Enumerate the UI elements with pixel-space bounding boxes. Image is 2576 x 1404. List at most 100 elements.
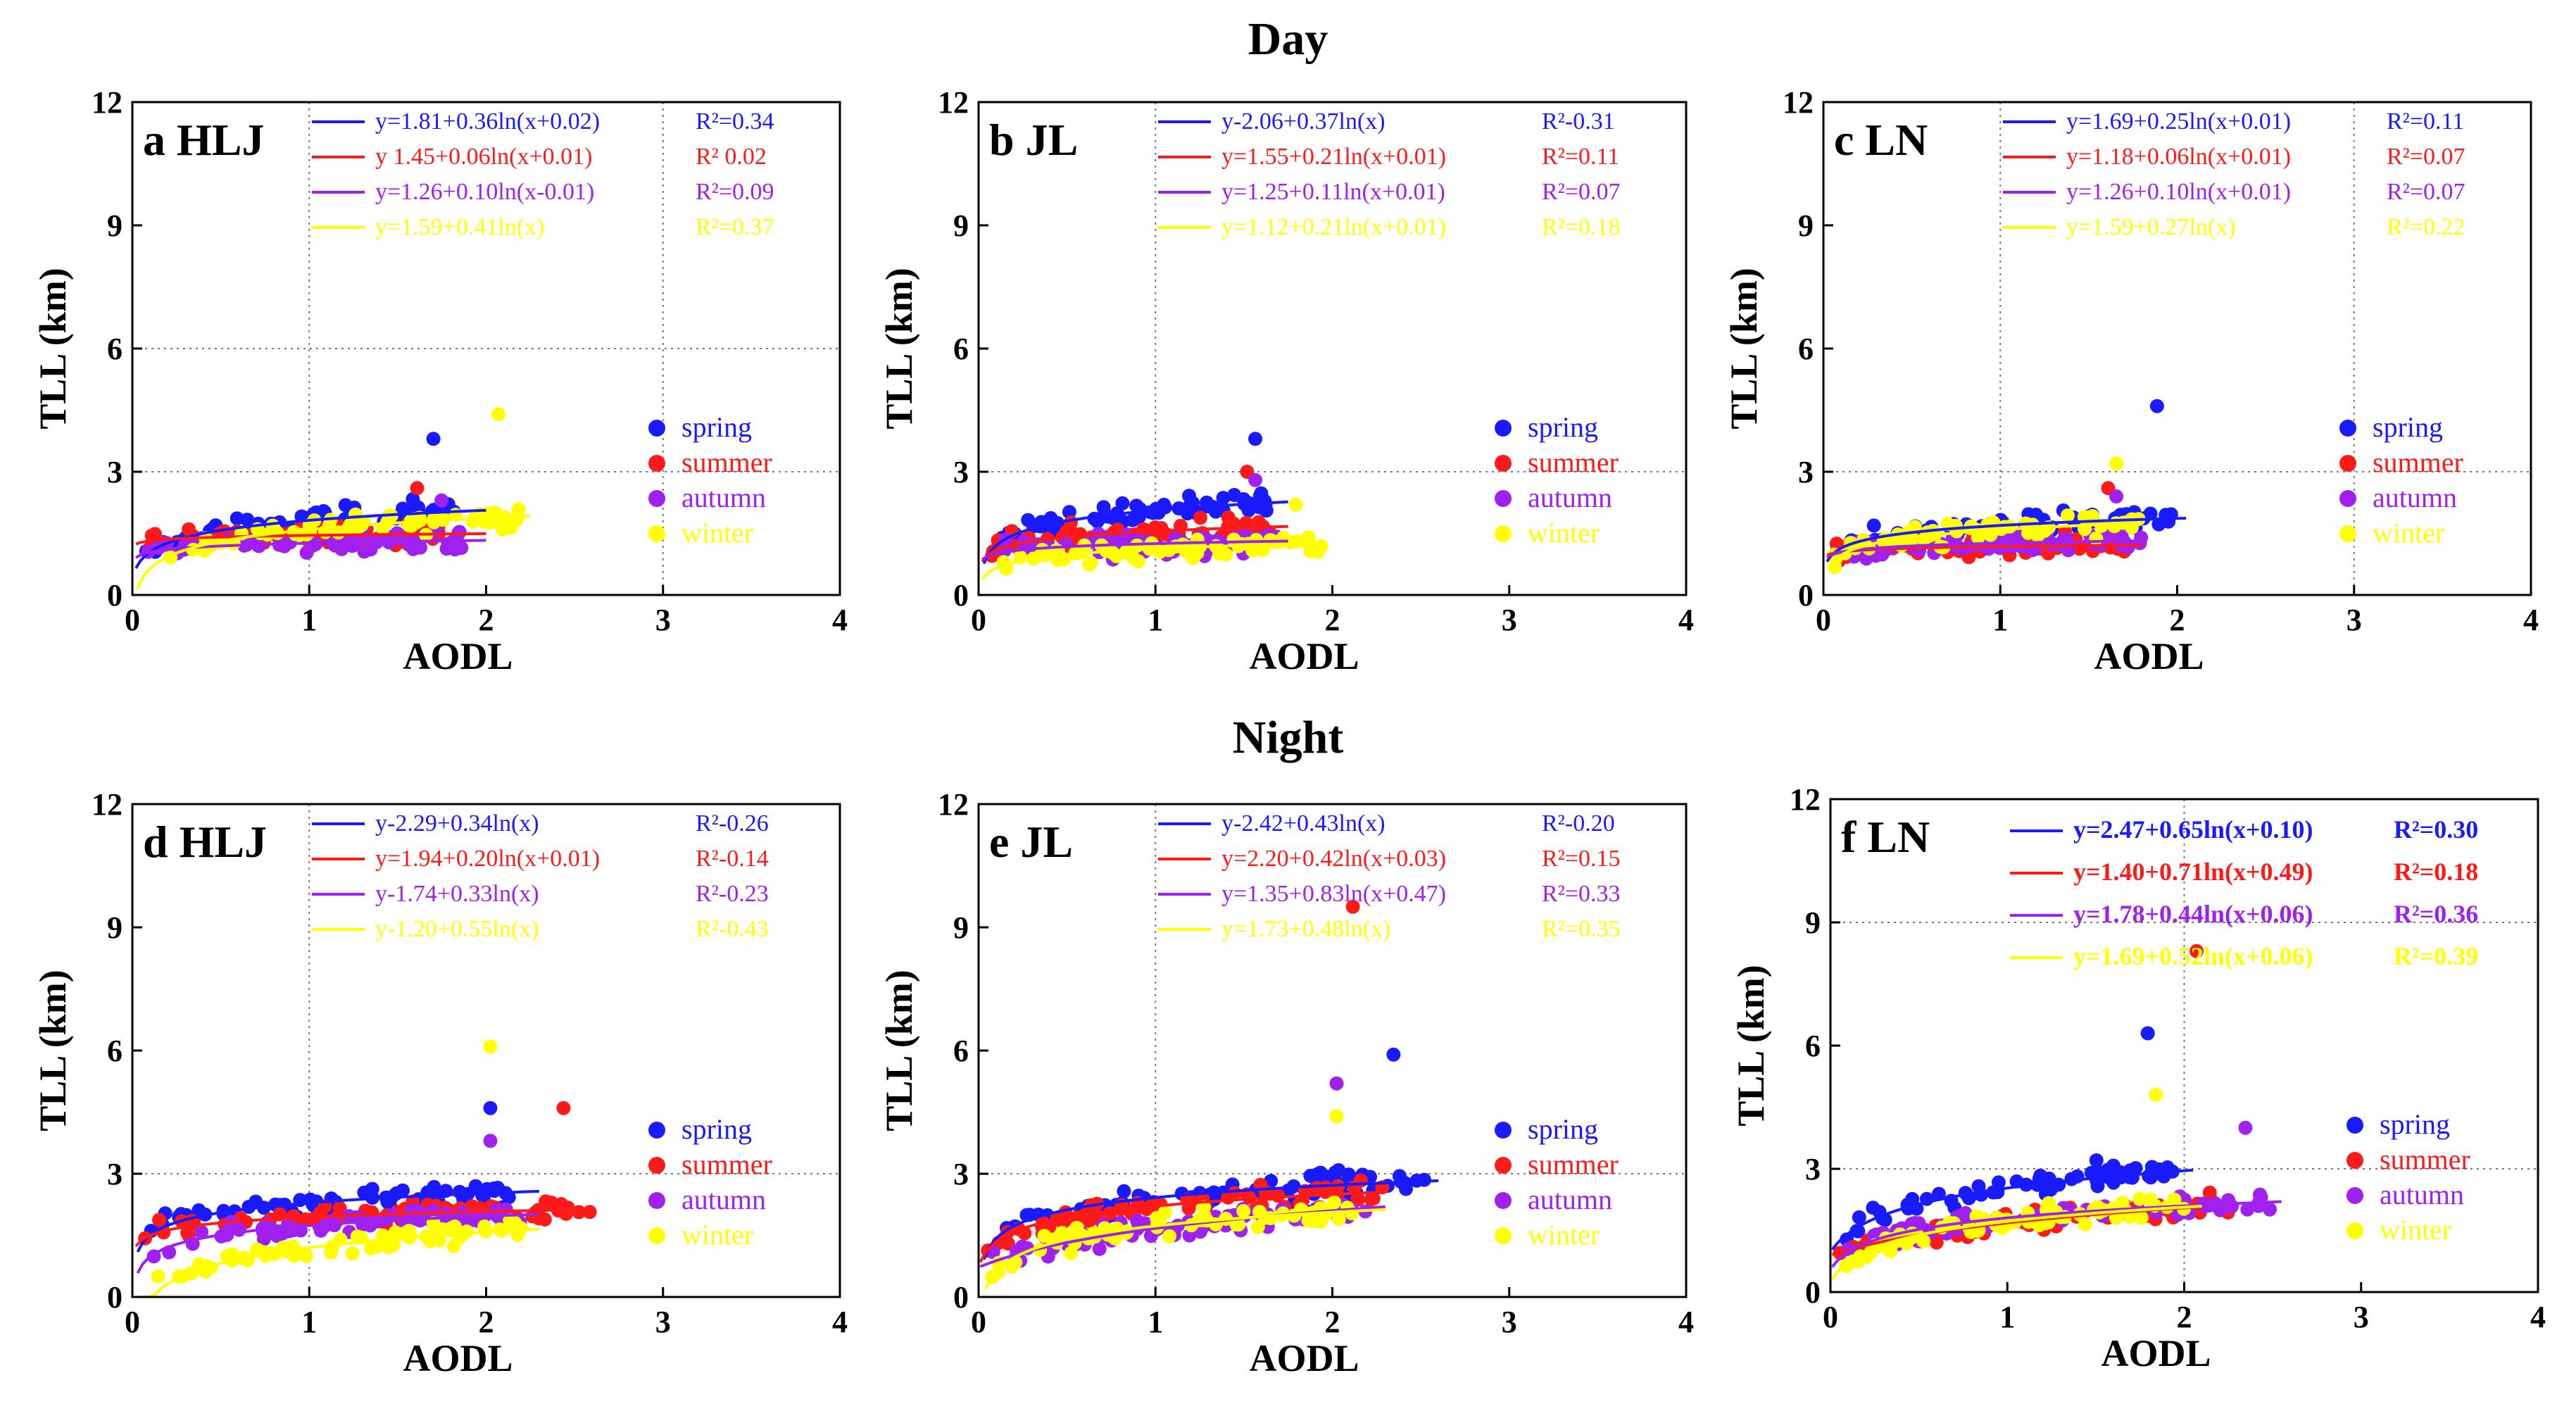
fit-curve-summer <box>981 525 1288 563</box>
legend-marker-winter <box>2339 525 2356 542</box>
legend-label-winter: winter <box>1528 517 1600 549</box>
data-point-winter <box>2167 1192 2182 1207</box>
data-point-winter <box>325 1240 339 1254</box>
legend-label-spring: spring <box>1528 411 1598 443</box>
data-point-spring <box>2143 506 2158 521</box>
data-point-summer <box>2202 1185 2217 1200</box>
r-squared-text: R²=0.35 <box>1542 916 1621 942</box>
x-axis-label: AODL <box>403 1337 513 1379</box>
legend-marker-autumn <box>648 1192 665 1209</box>
panel-label: b JL <box>989 115 1078 165</box>
legend-marker-autumn <box>1495 1192 1512 1209</box>
y-tick-label: 12 <box>938 787 969 822</box>
x-tick-label: 2 <box>2170 603 2185 637</box>
data-point-spring <box>1117 1184 1131 1198</box>
data-point-winter <box>511 502 526 517</box>
r-squared-text: R²=0.39 <box>2394 942 2478 970</box>
x-tick-label: 0 <box>971 1305 986 1339</box>
data-point-summer <box>1271 1189 1286 1203</box>
legend-label-spring: spring <box>2380 1108 2450 1140</box>
legend-label-summer: summer <box>2373 446 2463 478</box>
data-point-winter <box>2109 456 2124 471</box>
y-tick-label: 0 <box>953 1280 969 1315</box>
data-point-winter <box>1916 1234 1931 1248</box>
y-axis-label: TLL (km) <box>1723 268 1765 430</box>
data-point-spring <box>1216 491 1231 506</box>
night-section-title: Night <box>1232 712 1344 763</box>
data-point-winter <box>1231 1217 1246 1232</box>
data-point-spring <box>1393 1169 1407 1184</box>
data-point-winter <box>2149 1088 2163 1102</box>
data-point-autumn <box>1329 1076 1344 1091</box>
data-point-winter <box>483 1039 498 1054</box>
legend-marker-autumn <box>2339 490 2356 507</box>
legend-label-winter: winter <box>1528 1219 1600 1251</box>
x-tick-label: 1 <box>1999 1300 2015 1334</box>
data-point-spring <box>240 513 255 527</box>
data-point-winter <box>1332 1212 1346 1227</box>
fit-curve-spring <box>982 500 1288 565</box>
x-tick-label: 4 <box>2523 603 2539 637</box>
r-squared-text: R²-0.31 <box>1542 108 1615 134</box>
data-point-summer <box>1929 1235 1944 1250</box>
data-point-summer <box>559 1206 573 1221</box>
data-point-summer <box>152 1212 167 1227</box>
y-tick-label: 9 <box>953 208 969 243</box>
equation-text: y=1.26+0.10ln(x-0.01) <box>375 179 594 205</box>
r-squared-text: R²=0.36 <box>2394 900 2478 928</box>
fit-curve-summer <box>135 532 486 546</box>
data-point-winter <box>492 1222 507 1237</box>
x-tick-label: 4 <box>2530 1300 2546 1334</box>
data-point-winter <box>1190 532 1205 547</box>
fit-curve-autumn <box>1830 1200 2282 1268</box>
r-squared-text: R²-0.23 <box>696 881 769 907</box>
x-tick-label: 0 <box>1823 1300 1838 1334</box>
legend-marker-summer <box>2339 455 2356 472</box>
legend-label-autumn: autumn <box>2373 482 2457 513</box>
legend-marker-winter <box>648 1227 665 1244</box>
data-point-spring <box>1241 503 1256 518</box>
data-point-summer <box>556 1101 571 1115</box>
fit-curve-autumn <box>981 539 1288 561</box>
x-axis-label: AODL <box>2094 635 2204 677</box>
x-tick-label: 0 <box>125 1305 140 1339</box>
day-section-title: Day <box>1248 13 1328 65</box>
data-point-winter <box>1968 522 1983 537</box>
y-tick-label: 9 <box>1798 208 1814 243</box>
y-tick-label: 6 <box>1798 332 1814 366</box>
equation-text: y=1.25+0.11ln(x+0.01) <box>1221 179 1445 205</box>
fit-curve-winter <box>139 1227 540 1298</box>
x-tick-label: 1 <box>1992 603 2008 637</box>
r-squared-text: R²=0.34 <box>696 108 774 134</box>
fit-curve-autumn <box>136 1212 539 1274</box>
data-point-autumn <box>1119 527 1134 542</box>
data-point-autumn <box>452 525 467 539</box>
data-point-winter <box>2032 1218 2047 1233</box>
legend-marker-spring <box>2339 420 2356 437</box>
y-tick-label: 0 <box>107 1280 122 1315</box>
data-point-spring <box>1257 501 1271 516</box>
equation-text: y=1.59+0.27ln(x) <box>2066 214 2235 240</box>
data-point-winter <box>151 1269 165 1284</box>
y-tick-label: 3 <box>1805 1152 1821 1186</box>
panel-label: d HLJ <box>143 817 267 867</box>
data-point-summer <box>1242 1190 1257 1205</box>
x-tick-label: 3 <box>655 603 671 637</box>
y-axis-label: TLL (km) <box>32 970 74 1132</box>
data-point-summer <box>1364 1192 1378 1207</box>
y-tick-label: 12 <box>938 85 969 120</box>
data-point-autumn <box>2109 489 2124 503</box>
equation-text: y=1.26+0.10ln(x+0.01) <box>2066 179 2291 205</box>
y-axis-label: TLL (km) <box>878 268 920 430</box>
data-point-autumn <box>413 540 427 555</box>
data-point-autumn <box>1248 472 1262 487</box>
data-point-summer <box>410 481 425 496</box>
data-point-autumn <box>413 1213 427 1228</box>
legend-label-spring: spring <box>681 1113 752 1145</box>
data-point-autumn <box>1092 1241 1107 1256</box>
fit-curve-winter <box>1827 522 2142 570</box>
